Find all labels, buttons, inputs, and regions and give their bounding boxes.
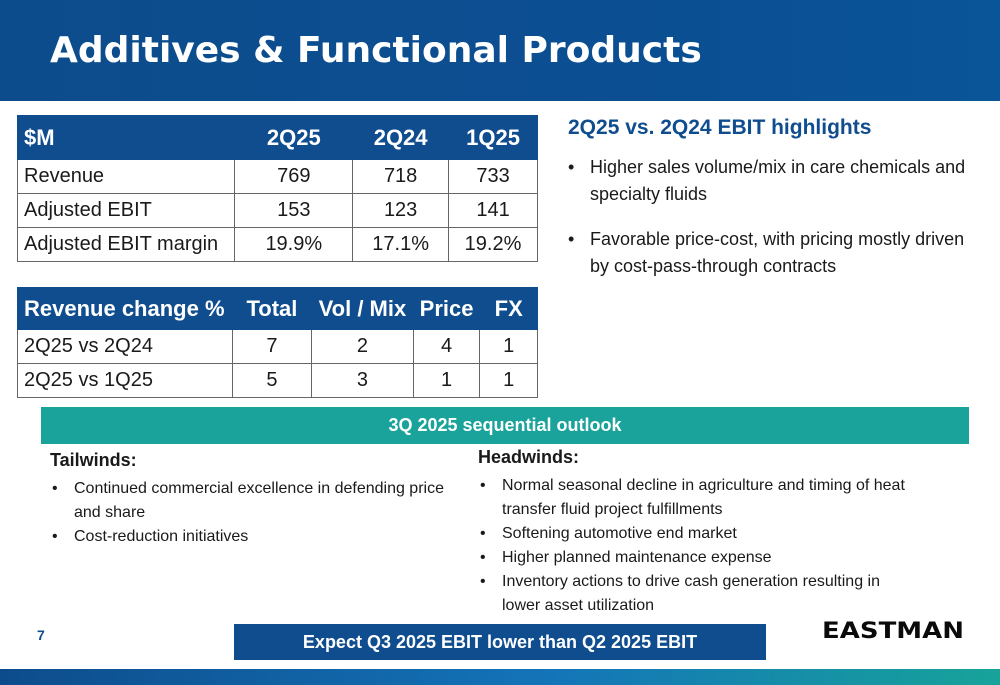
- list-item-text: Normal seasonal decline in agriculture a…: [502, 477, 905, 518]
- table-cell: 5: [231, 363, 313, 398]
- bullet-icon: •: [480, 549, 486, 566]
- table-cell: 2: [311, 329, 414, 364]
- bullet-icon: •: [568, 229, 575, 249]
- title-banner: Additives & Functional Products: [0, 0, 1000, 101]
- table-cell: 19.2%: [448, 227, 538, 262]
- table-cell: 141: [448, 193, 538, 228]
- list-item: • Higher planned maintenance expense: [478, 546, 918, 570]
- table-row: 2Q25 vs 1Q25 5 3 1 1: [17, 363, 538, 398]
- headwinds-list: • Normal seasonal decline in agriculture …: [478, 474, 918, 618]
- table-row: Revenue 769 718 733: [16, 159, 538, 194]
- footer-bar: [0, 669, 1000, 685]
- list-item-text: Inventory actions to drive cash generati…: [502, 573, 880, 614]
- column-header: 1Q25: [448, 115, 538, 160]
- list-item-text: Softening automotive end market: [502, 525, 737, 542]
- page-number: 7: [37, 627, 45, 643]
- list-item-text: Higher planned maintenance expense: [502, 549, 772, 566]
- table-cell: 1: [479, 363, 538, 398]
- revenue-change-header-row: Revenue change % Total Vol / Mix Price F…: [17, 287, 538, 330]
- list-item-text: Continued commercial excellence in defen…: [74, 480, 444, 521]
- bullet-icon: •: [480, 525, 486, 542]
- row-label: Adjusted EBIT margin: [16, 227, 236, 262]
- list-item-text: Favorable price-cost, with pricing mostl…: [590, 229, 965, 276]
- conclusion-banner: Expect Q3 2025 EBIT lower than Q2 2025 E…: [234, 624, 766, 660]
- table-cell: 153: [234, 193, 354, 228]
- bullet-icon: •: [480, 477, 486, 494]
- slide-title: Additives & Functional Products: [50, 30, 702, 71]
- ebit-highlights: 2Q25 vs. 2Q24 EBIT highlights • Higher sa…: [568, 116, 988, 298]
- row-label: 2Q25 vs 1Q25: [17, 363, 233, 398]
- list-item-text: Higher sales volume/mix in care chemical…: [590, 157, 966, 204]
- table-cell: 1: [479, 329, 538, 364]
- table-cell: 19.9%: [234, 227, 354, 262]
- column-header: FX: [479, 287, 538, 330]
- column-header: 2Q25: [234, 115, 354, 160]
- table-cell: 718: [352, 159, 450, 194]
- headwinds-section: Headwinds: • Normal seasonal decline in a…: [478, 447, 918, 618]
- row-label: Adjusted EBIT: [16, 193, 236, 228]
- table-cell: 123: [352, 193, 450, 228]
- column-header: 2Q24: [352, 115, 450, 160]
- bullet-icon: •: [568, 157, 575, 177]
- column-header: Vol / Mix: [311, 287, 414, 330]
- table-row: Adjusted EBIT 153 123 141: [16, 193, 538, 228]
- tailwinds-section: Tailwinds: • Continued commercial excelle…: [50, 450, 460, 549]
- table-cell: 1: [412, 363, 481, 398]
- column-header: Total: [231, 287, 313, 330]
- table-cell: 733: [448, 159, 538, 194]
- outlook-banner: 3Q 2025 sequential outlook: [41, 407, 969, 444]
- list-item: • Inventory actions to drive cash generat…: [478, 570, 918, 618]
- list-item: • Favorable price-cost, with pricing most…: [568, 226, 988, 280]
- eastman-logo: EASTMAN: [822, 619, 964, 641]
- table-cell: 7: [231, 329, 313, 364]
- row-label: 2Q25 vs 2Q24: [17, 329, 233, 364]
- table-row: 2Q25 vs 2Q24 7 2 4 1: [17, 329, 538, 364]
- column-header: Revenue change %: [17, 287, 233, 330]
- table-cell: 17.1%: [352, 227, 450, 262]
- financials-header-row: $M 2Q25 2Q24 1Q25: [16, 115, 538, 160]
- column-header: $M: [16, 115, 236, 160]
- highlights-title: 2Q25 vs. 2Q24 EBIT highlights: [568, 116, 872, 139]
- list-item: • Cost-reduction initiatives: [50, 525, 460, 549]
- list-item: • Normal seasonal decline in agriculture …: [478, 474, 918, 522]
- headwinds-heading: Headwinds:: [478, 447, 580, 467]
- list-item: • Continued commercial excellence in defe…: [50, 477, 460, 525]
- column-header: Price: [412, 287, 481, 330]
- highlights-list: • Higher sales volume/mix in care chemica…: [568, 154, 988, 280]
- list-item: • Softening automotive end market: [478, 522, 918, 546]
- revenue-change-table: Revenue change % Total Vol / Mix Price F…: [17, 287, 538, 398]
- bullet-icon: •: [52, 480, 58, 497]
- tailwinds-heading: Tailwinds:: [50, 450, 137, 470]
- table-row: Adjusted EBIT margin 19.9% 17.1% 19.2%: [16, 227, 538, 262]
- table-cell: 769: [234, 159, 354, 194]
- row-label: Revenue: [16, 159, 236, 194]
- financials-table: $M 2Q25 2Q24 1Q25 Revenue 769 718 733 Ad…: [16, 115, 538, 262]
- list-item: • Higher sales volume/mix in care chemica…: [568, 154, 988, 208]
- table-cell: 3: [311, 363, 414, 398]
- list-item-text: Cost-reduction initiatives: [74, 528, 249, 545]
- bullet-icon: •: [52, 528, 58, 545]
- table-cell: 4: [412, 329, 481, 364]
- logo-wordmark: EASTMAN: [822, 619, 964, 641]
- tailwinds-list: • Continued commercial excellence in defe…: [50, 477, 460, 549]
- bullet-icon: •: [480, 573, 486, 590]
